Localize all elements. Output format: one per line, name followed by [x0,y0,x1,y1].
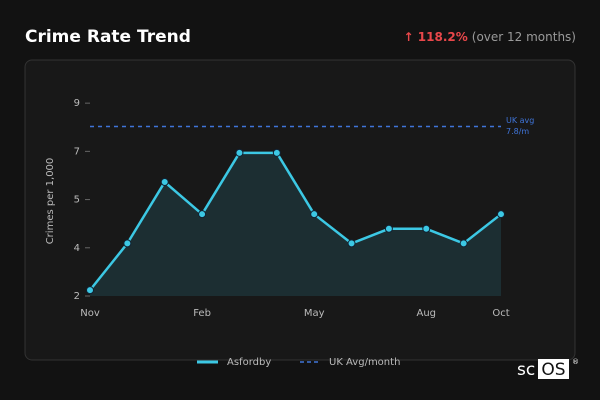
point [422,224,431,233]
logo-text: sc [517,360,535,380]
point [459,239,468,248]
point [235,148,244,157]
x-tick-label: Nov [80,308,100,319]
change-value: ↑ 118.2% [404,30,468,44]
change: ↑ 118.2% (over 12 months) [404,30,576,44]
x-tick-label: May [304,308,325,319]
y-axis-label: Crimes per 1,000 [45,158,56,245]
y-tick-label: 5 [74,195,80,206]
y-tick-label: 9 [74,98,80,109]
legend-label: Asfordby [227,357,271,368]
logo: sc OS ® [517,358,579,380]
title: Crime Rate Trend [25,27,191,47]
point [384,224,393,233]
point [347,239,356,248]
chart-card [24,59,576,361]
y-tick-label: 2 [74,291,80,302]
area [90,152,501,296]
logo-box [538,359,569,379]
reference-annotation: UK avg [506,116,534,125]
legend-label: UK Avg/month [329,357,400,368]
x-tick-label: Feb [193,308,211,319]
point [272,148,281,157]
point [497,210,505,219]
y-tick-label: 7 [74,146,80,157]
point [198,210,207,219]
reference-annotation: 7.8/m [506,127,529,136]
point [86,286,94,295]
point [310,210,319,219]
change-note: (over 12 months) [472,30,576,44]
x-tick-label: Aug [417,308,437,319]
logo-boxed-text: OS [541,360,565,380]
x-tick-label: Oct [492,308,509,319]
point [123,239,132,248]
line [89,151,502,291]
point [160,178,169,187]
y-tick-label: 4 [74,243,80,254]
logo-mark: ® [572,358,579,366]
